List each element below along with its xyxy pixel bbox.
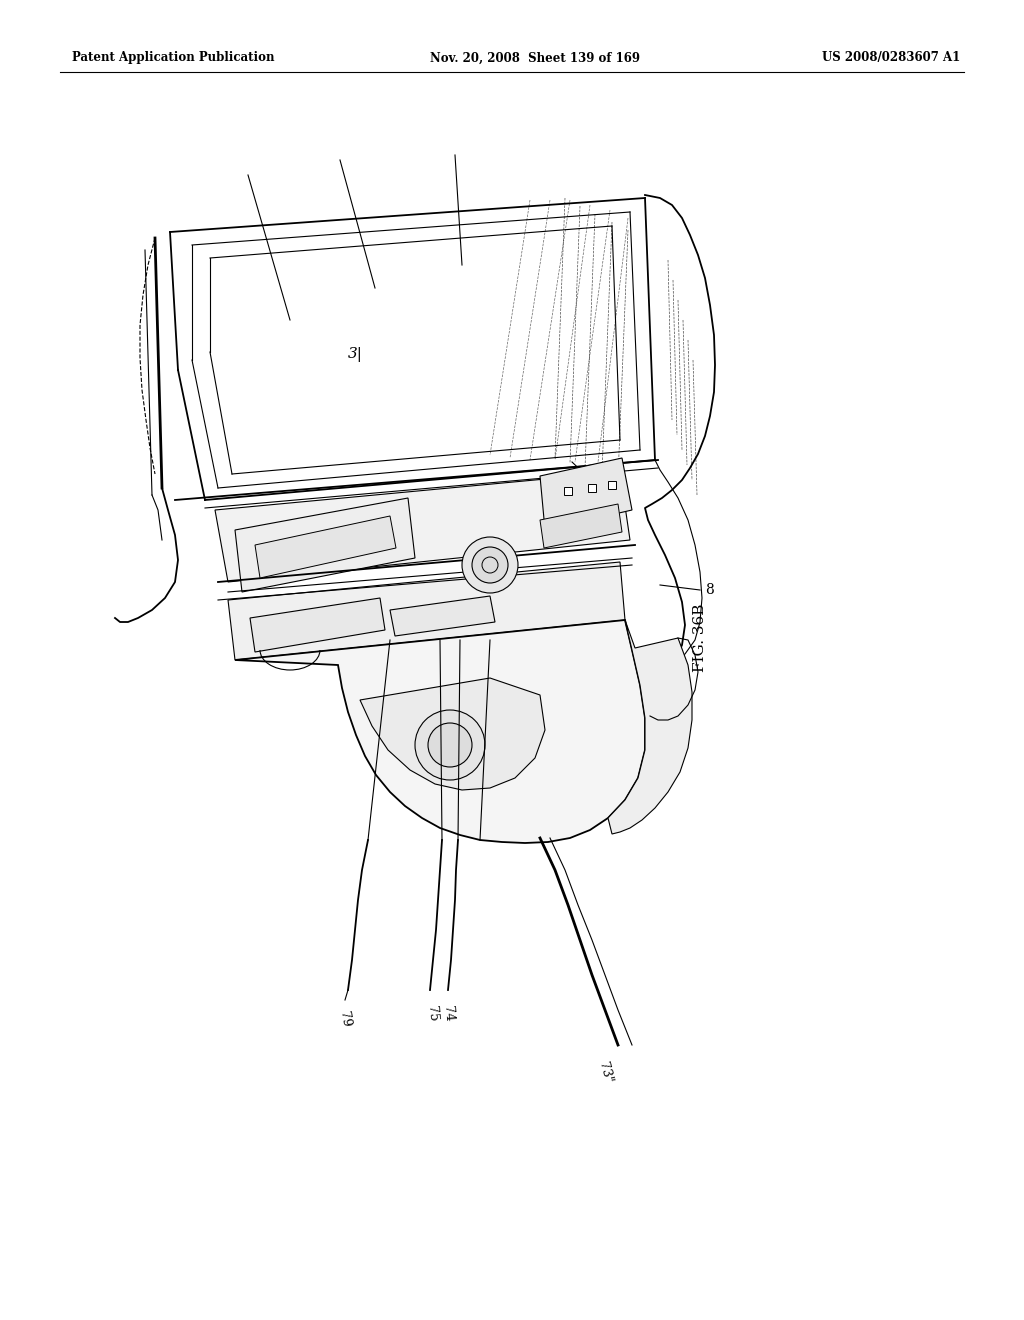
Polygon shape: [540, 504, 622, 548]
Polygon shape: [255, 516, 396, 578]
Polygon shape: [215, 473, 630, 582]
Text: 74: 74: [441, 1005, 455, 1022]
Text: 75: 75: [425, 1005, 439, 1022]
Polygon shape: [608, 480, 616, 488]
Polygon shape: [540, 458, 632, 531]
Polygon shape: [360, 678, 545, 789]
Text: 8: 8: [705, 583, 714, 597]
Polygon shape: [564, 487, 572, 495]
Circle shape: [472, 546, 508, 583]
Polygon shape: [250, 598, 385, 652]
Text: Patent Application Publication: Patent Application Publication: [72, 51, 274, 65]
Polygon shape: [234, 620, 645, 843]
Text: FIG. 36B: FIG. 36B: [693, 603, 707, 672]
Text: 79: 79: [337, 1010, 353, 1028]
Circle shape: [428, 723, 472, 767]
Text: 73": 73": [596, 1060, 614, 1084]
Polygon shape: [234, 498, 415, 591]
Text: US 2008/0283607 A1: US 2008/0283607 A1: [821, 51, 961, 65]
Circle shape: [415, 710, 485, 780]
Text: Nov. 20, 2008  Sheet 139 of 169: Nov. 20, 2008 Sheet 139 of 169: [430, 51, 640, 65]
Circle shape: [462, 537, 518, 593]
Text: 3|: 3|: [347, 347, 362, 363]
Polygon shape: [608, 620, 692, 834]
Polygon shape: [588, 484, 596, 492]
Polygon shape: [228, 562, 625, 660]
Polygon shape: [390, 597, 495, 636]
